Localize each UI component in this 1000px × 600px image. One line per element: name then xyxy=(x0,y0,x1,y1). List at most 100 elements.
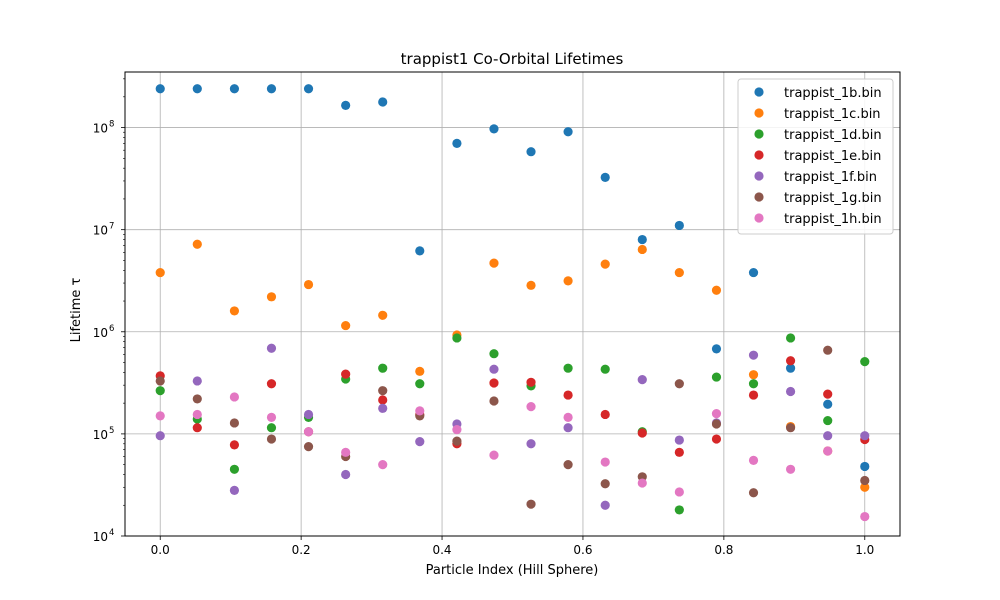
y-tick-exponent: 7 xyxy=(109,222,114,232)
data-point xyxy=(748,455,759,466)
data-point xyxy=(452,138,462,148)
data-point xyxy=(860,431,870,441)
data-point xyxy=(860,461,870,472)
data-point xyxy=(785,356,796,366)
data-point xyxy=(489,450,499,460)
data-point xyxy=(526,377,536,387)
data-point xyxy=(860,511,870,522)
data-point xyxy=(341,369,351,379)
data-point xyxy=(526,439,536,449)
data-point xyxy=(489,364,499,374)
data-point xyxy=(415,379,425,389)
x-tick-label: 0.2 xyxy=(292,543,311,557)
data-point xyxy=(489,124,499,134)
data-point xyxy=(489,349,499,359)
data-point xyxy=(378,386,388,396)
data-point xyxy=(711,285,722,295)
data-point xyxy=(378,310,388,320)
data-point xyxy=(415,437,425,447)
data-point xyxy=(823,389,833,399)
data-point xyxy=(711,344,722,354)
data-point xyxy=(489,396,499,406)
data-point xyxy=(155,411,165,421)
y-tick-label: 10 xyxy=(93,530,108,544)
data-point xyxy=(229,84,240,94)
legend-marker xyxy=(754,192,764,202)
data-point xyxy=(415,406,425,416)
y-tick-exponent: 6 xyxy=(109,324,114,334)
legend-label: trappist_1b.bin xyxy=(784,86,882,101)
data-point xyxy=(823,431,833,441)
data-point xyxy=(600,364,610,374)
data-point xyxy=(192,394,202,404)
data-point xyxy=(674,220,684,231)
data-point xyxy=(563,127,573,137)
data-point xyxy=(600,259,610,269)
y-tick-exponent: 5 xyxy=(109,426,114,436)
data-point xyxy=(341,100,351,110)
data-point xyxy=(266,343,277,353)
legend: trappist_1b.bin trappist_1c.bin trappist_1… xyxy=(737,78,894,235)
data-point xyxy=(674,505,684,515)
data-point xyxy=(748,350,759,360)
y-tick-label: 10 xyxy=(93,224,108,238)
data-point xyxy=(341,320,351,331)
data-point xyxy=(192,376,202,386)
data-point xyxy=(229,485,240,495)
data-point xyxy=(229,418,240,428)
data-point xyxy=(637,234,647,245)
data-point xyxy=(155,386,165,396)
data-point xyxy=(600,172,610,182)
data-point xyxy=(303,279,314,290)
legend-marker xyxy=(754,129,764,139)
data-point xyxy=(711,409,722,419)
data-point xyxy=(748,390,759,400)
data-point xyxy=(563,423,573,433)
data-point xyxy=(229,440,240,450)
data-point xyxy=(526,499,536,509)
data-point xyxy=(378,363,388,373)
data-point xyxy=(785,386,796,397)
data-point xyxy=(748,488,759,498)
legend-label: trappist_1f.bin xyxy=(784,170,877,185)
data-point xyxy=(785,464,796,474)
series-trappist-1b-bin xyxy=(155,84,870,472)
data-point xyxy=(785,333,796,343)
data-point xyxy=(526,402,536,412)
data-point xyxy=(823,446,833,456)
data-point xyxy=(785,423,796,433)
data-point xyxy=(526,147,536,157)
data-point xyxy=(266,423,277,433)
data-point xyxy=(303,427,314,437)
data-point xyxy=(637,375,647,385)
x-tick-label: 1.0 xyxy=(855,543,874,557)
legend-box xyxy=(737,78,894,235)
data-point xyxy=(266,434,277,444)
legend-label: trappist_1d.bin xyxy=(784,128,882,143)
chart-title: trappist1 Co-Orbital Lifetimes xyxy=(401,50,624,68)
data-point xyxy=(155,267,165,278)
data-point xyxy=(785,363,796,373)
data-point xyxy=(823,415,833,426)
data-point xyxy=(378,395,388,405)
x-axis-label: Particle Index (Hill Sphere) xyxy=(426,563,599,578)
y-tick-label: 10 xyxy=(93,428,108,442)
data-point xyxy=(674,487,684,497)
legend-marker xyxy=(754,171,764,181)
data-point xyxy=(266,292,277,302)
data-point xyxy=(415,246,425,256)
axes-frame xyxy=(124,71,901,537)
legend-label: trappist_1h.bin xyxy=(784,212,882,227)
data-point xyxy=(748,379,759,389)
data-point xyxy=(266,379,277,389)
data-point xyxy=(711,419,722,429)
series-trappist-1e-bin xyxy=(155,356,870,457)
data-point xyxy=(303,84,314,94)
data-point xyxy=(674,267,684,278)
y-tick-exponent: 4 xyxy=(109,528,114,538)
legend-label: trappist_1c.bin xyxy=(784,107,881,122)
data-point xyxy=(341,447,351,457)
data-point xyxy=(860,475,870,486)
data-point xyxy=(563,412,573,423)
